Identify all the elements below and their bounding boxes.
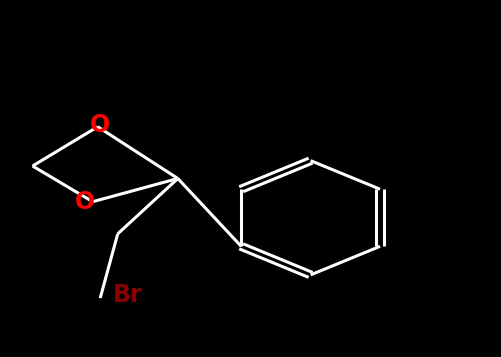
Text: Br: Br xyxy=(113,282,142,307)
Text: O: O xyxy=(90,113,110,137)
Text: O: O xyxy=(75,190,95,214)
